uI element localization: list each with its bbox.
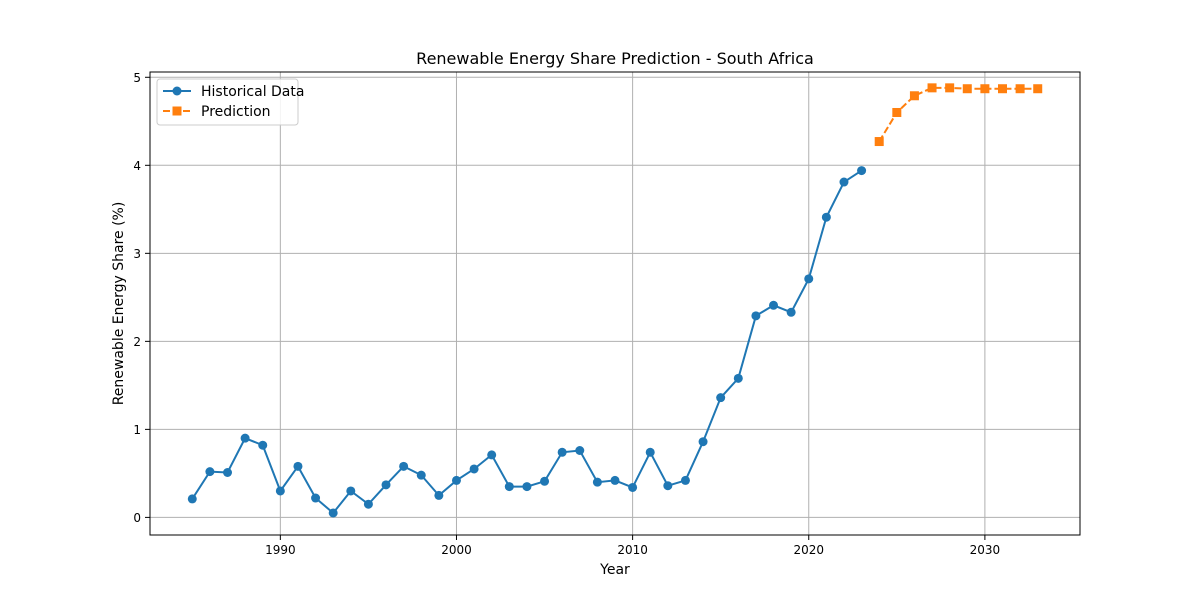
x-tick-label: 2030 <box>970 543 1001 557</box>
data-point <box>909 91 919 101</box>
data-point <box>610 475 620 485</box>
data-point <box>540 476 550 486</box>
data-point <box>416 470 426 480</box>
data-point <box>522 482 532 492</box>
data-point <box>821 212 831 222</box>
x-tick-label: 2010 <box>617 543 648 557</box>
data-point <box>716 393 726 403</box>
data-point <box>451 475 461 485</box>
data-point <box>698 437 708 447</box>
y-axis: 0 1 2 3 4 5 <box>133 71 150 525</box>
y-tick-label: 5 <box>133 71 141 85</box>
data-point <box>874 137 884 147</box>
data-point <box>328 508 338 518</box>
plot-frame <box>149 71 1081 536</box>
x-tick-label: 2000 <box>441 543 472 557</box>
data-point <box>1033 84 1043 94</box>
data-point <box>557 447 567 457</box>
data-point <box>1015 84 1025 94</box>
data-point <box>680 475 690 485</box>
data-point <box>839 177 849 187</box>
data-point <box>258 440 268 450</box>
grid <box>150 72 1080 535</box>
data-point <box>469 464 479 474</box>
y-tick-label: 2 <box>133 335 141 349</box>
data-point <box>645 447 655 457</box>
data-point <box>663 481 673 491</box>
data-point <box>311 493 321 503</box>
data-point <box>786 307 796 317</box>
x-axis-label: Year <box>599 562 630 578</box>
legend-marker <box>172 106 182 116</box>
y-axis-label: Renewable Energy Share (%) <box>111 202 127 406</box>
y-tick-label: 3 <box>133 247 141 261</box>
data-point <box>240 433 250 443</box>
data-point <box>592 477 602 487</box>
data-point <box>892 107 902 117</box>
plot-area <box>187 83 1043 518</box>
data-point <box>275 486 285 496</box>
data-point <box>804 274 814 284</box>
data-point <box>962 84 972 94</box>
data-point <box>434 490 444 500</box>
data-point <box>187 494 197 504</box>
legend-box <box>156 78 299 126</box>
data-point <box>223 468 232 478</box>
data-point <box>857 166 867 176</box>
data-point <box>205 467 215 477</box>
y-tick-label: 4 <box>133 159 141 173</box>
data-point <box>733 373 743 383</box>
data-point <box>575 445 585 455</box>
legend-label: Historical Data <box>201 84 304 100</box>
data-point <box>980 84 990 94</box>
data-point <box>399 461 409 471</box>
data-point <box>504 482 514 492</box>
data-point <box>751 311 761 321</box>
legend-marker <box>172 86 182 96</box>
data-point <box>381 480 391 490</box>
data-point <box>945 83 955 93</box>
y-tick-label: 1 <box>133 423 141 437</box>
data-point <box>769 300 779 310</box>
data-point <box>293 461 303 471</box>
x-tick-label: 2020 <box>793 543 824 557</box>
legend: Historical Data Prediction <box>156 78 304 126</box>
legend-label: Prediction <box>201 104 271 120</box>
data-point <box>487 450 497 460</box>
chart-title: Renewable Energy Share Prediction - Sout… <box>416 49 814 68</box>
x-tick-label: 1990 <box>265 543 296 557</box>
y-tick-label: 0 <box>133 511 141 525</box>
x-axis: 1990 2000 2010 2020 2030 <box>265 535 1000 557</box>
data-point <box>998 84 1007 94</box>
data-point <box>927 83 937 93</box>
data-point <box>346 486 356 496</box>
data-point <box>628 482 638 492</box>
data-point <box>363 499 373 509</box>
series-line-2 <box>878 86 1038 143</box>
